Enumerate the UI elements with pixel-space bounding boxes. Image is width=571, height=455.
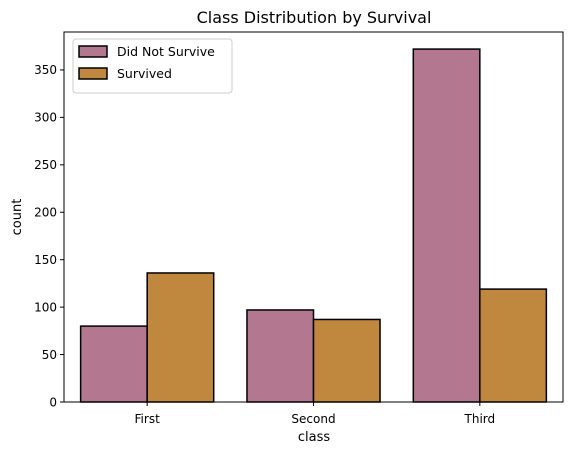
bar-survived-second: [312, 318, 381, 403]
bar-did-not-survive-third: [412, 48, 481, 403]
legend-swatch-did-not-survive: [78, 45, 108, 58]
x-tick-label: Third: [464, 412, 496, 426]
y-tick-label: 300: [34, 111, 57, 125]
chart-title: Class Distribution by Survival: [197, 8, 432, 27]
y-axis-label: count: [10, 199, 25, 236]
bar-did-not-survive-second: [246, 309, 315, 403]
y-tick-label: 150: [34, 253, 57, 267]
bar-survived-first: [146, 272, 215, 403]
y-tick-label: 0: [49, 395, 57, 409]
plot-area: 0 50 100 150 200 250 300 350 First Second Third Did…: [34, 31, 564, 426]
legend-label-survived: Survived: [117, 66, 172, 81]
y-tick-label: 200: [34, 206, 57, 220]
x-tick-label: Second: [291, 412, 335, 426]
y-tick-label: 350: [34, 63, 57, 77]
legend-label-did-not-survive: Did Not Survive: [117, 44, 215, 59]
y-tick-label: 250: [34, 158, 57, 172]
legend-box: [72, 38, 233, 94]
x-axis-label: class: [298, 430, 330, 445]
bar-survived-third: [479, 288, 548, 403]
x-tick-label: First: [135, 412, 161, 426]
y-tick-label: 50: [42, 348, 57, 362]
legend-swatch-survived: [78, 67, 108, 80]
y-tick-label: 100: [34, 300, 57, 314]
bar-did-not-survive-first: [79, 325, 148, 403]
